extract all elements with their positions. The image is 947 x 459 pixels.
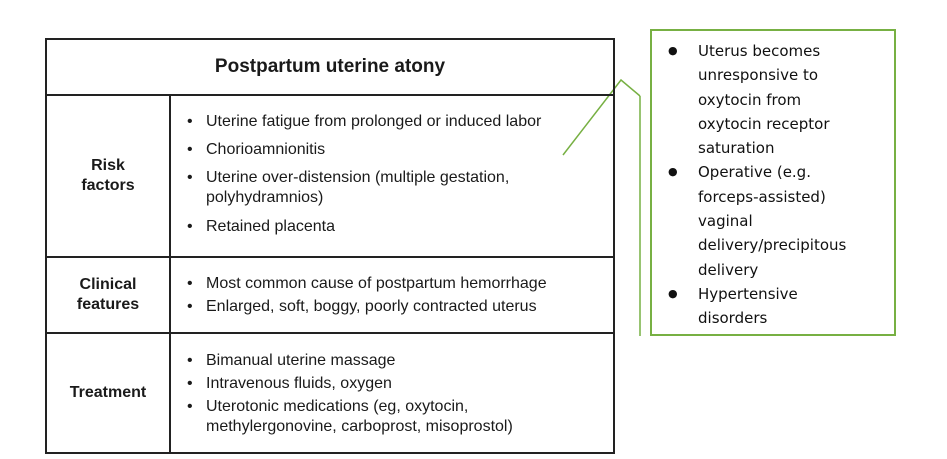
row-header-label: Clinical features (76, 276, 140, 313)
atony-table: Postpartum uterine atony Risk factors Ut… (45, 38, 615, 454)
row-header-treatment: Treatment (47, 334, 171, 452)
list-item: Uterine over-distension (multiple gestat… (171, 168, 566, 208)
comment-item: Hypertensive disorders (652, 282, 838, 331)
row-content-clinical-features: Most common cause of postpartum hemorrha… (171, 258, 613, 332)
row-content-risk-factors: Uterine fatigue from prolonged or induce… (171, 96, 613, 256)
list-item: Uterotonic medications (eg, oxytocin, me… (171, 397, 576, 437)
list-item: Most common cause of postpartum hemorrha… (171, 274, 613, 294)
row-header-clinical-features: Clinical features (47, 258, 171, 332)
table-row-risk-factors: Risk factors Uterine fatigue from prolon… (47, 96, 613, 258)
row-content-treatment: Bimanual uterine massage Intravenous flu… (171, 334, 613, 452)
comment-item: Operative (e.g. forceps-assisted) vagina… (652, 160, 848, 281)
row-header-label: Treatment (69, 384, 147, 401)
comment-item: Uterus becomes unresponsive to oxytocin … (652, 39, 838, 160)
list-item: Chorioamnionitis (171, 140, 613, 160)
row-header-label: Risk factors (81, 157, 135, 194)
comment-box[interactable]: Uterus becomes unresponsive to oxytocin … (650, 29, 896, 336)
list-item: Bimanual uterine massage (171, 351, 613, 371)
list-item: Retained placenta (171, 217, 613, 237)
table-row-clinical-features: Clinical features Most common cause of p… (47, 258, 613, 334)
list-item: Intravenous fluids, oxygen (171, 374, 613, 394)
row-header-risk-factors: Risk factors (47, 96, 171, 256)
table-row-treatment: Treatment Bimanual uterine massage Intra… (47, 334, 613, 452)
table-title: Postpartum uterine atony (47, 40, 613, 96)
list-item: Uterine fatigue from prolonged or induce… (171, 112, 613, 132)
list-item: Enlarged, soft, boggy, poorly contracted… (171, 297, 613, 317)
